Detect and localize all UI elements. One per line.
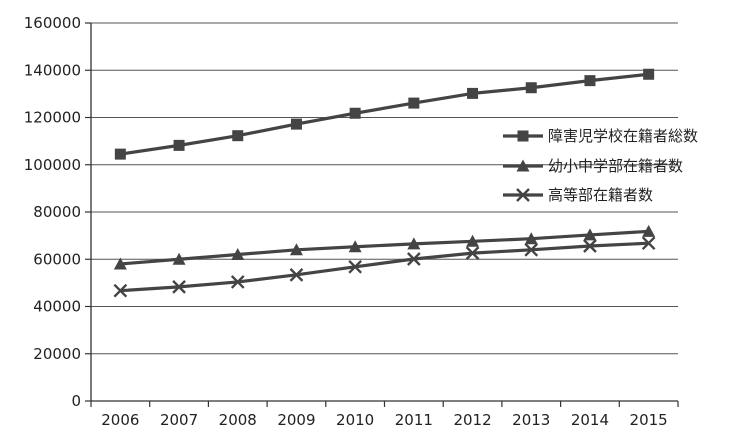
data-point (642, 224, 656, 237)
data-point (643, 68, 655, 80)
y-tick-label: 100000 (24, 156, 81, 174)
y-tick-label: 0 (71, 392, 81, 410)
y-tick-label: 60000 (33, 250, 81, 268)
x-tick-label: 2013 (512, 411, 550, 429)
data-point (583, 239, 597, 253)
data-point (173, 139, 185, 151)
legend-entry-2: 幼小中学部在籍者数 (503, 157, 683, 175)
y-tick-label: 20000 (33, 345, 81, 363)
x-axis-tick-labels: 2006 2007 2008 2009 2010 2011 2012 2013 2014 2015 (101, 411, 667, 429)
data-point (348, 240, 362, 253)
x-tick-label: 2009 (277, 411, 315, 429)
legend-label: 障害児学校在籍者総数 (548, 127, 698, 145)
x-tick-label: 2008 (219, 411, 257, 429)
data-point (349, 107, 361, 119)
legend-marker (516, 188, 530, 202)
data-point (172, 252, 186, 265)
series-3 (113, 236, 656, 298)
x-tick-label: 2011 (395, 411, 433, 429)
data-point (524, 232, 538, 245)
data-point (114, 148, 126, 160)
data-point (641, 236, 656, 251)
data-point (467, 87, 479, 99)
y-tick-label: 40000 (33, 298, 81, 316)
data-point (113, 257, 127, 270)
data-point (113, 283, 128, 298)
data-point (289, 267, 304, 282)
series-lines (113, 68, 656, 298)
x-tick-label: 2015 (630, 411, 668, 429)
x-tick-label: 2012 (453, 411, 491, 429)
legend-entry-3: 高等部在籍者数 (503, 186, 653, 204)
data-point (407, 252, 421, 266)
data-point (524, 242, 539, 257)
data-point (525, 82, 537, 94)
legend-marker (517, 130, 529, 142)
y-tick-label: 120000 (24, 109, 81, 127)
x-tick-label: 2006 (101, 411, 139, 429)
legend-entry-1: 障害児学校在籍者総数 (503, 127, 698, 145)
legend-label: 高等部在籍者数 (548, 186, 653, 204)
y-axis-tick-labels: 0 20000 40000 60000 80000 100000 120000 140000 1… (24, 14, 81, 410)
series-line (120, 229, 649, 266)
y-tick-label: 80000 (33, 203, 81, 221)
data-point (232, 130, 244, 142)
series-line (120, 241, 649, 293)
data-point (348, 259, 362, 274)
data-point (289, 243, 303, 256)
x-tick-label: 2007 (160, 411, 198, 429)
y-tick-label: 140000 (24, 61, 81, 79)
data-point (465, 246, 480, 260)
series-1 (114, 68, 655, 160)
series-line (120, 72, 649, 156)
data-point (172, 280, 186, 294)
axes (85, 22, 679, 407)
data-point (290, 118, 302, 130)
data-point (583, 228, 597, 241)
legend-label: 幼小中学部在籍者数 (548, 157, 683, 175)
x-tick-label: 2010 (336, 411, 374, 429)
y-tick-label: 160000 (24, 14, 81, 32)
series-2 (113, 224, 656, 270)
data-point (407, 237, 421, 250)
legend-marker (516, 159, 530, 172)
data-point (466, 234, 480, 247)
data-point (230, 275, 245, 289)
data-point (408, 97, 420, 109)
x-tick-label: 2014 (571, 411, 609, 429)
data-point (584, 75, 596, 87)
data-point (231, 248, 245, 261)
